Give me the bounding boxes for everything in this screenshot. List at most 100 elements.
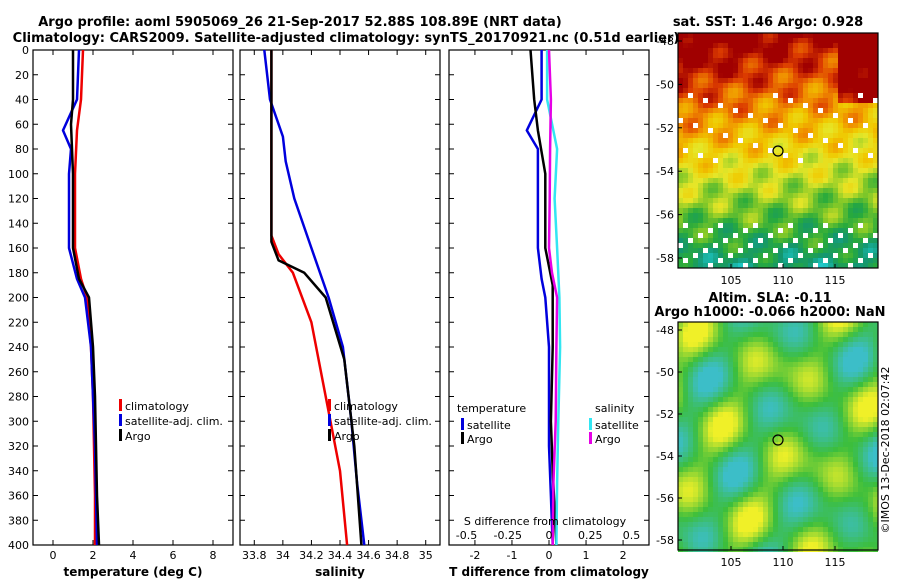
sst-cell	[693, 168, 698, 173]
sla-cell	[703, 492, 708, 497]
sst-cell	[873, 73, 878, 78]
sst-cell	[763, 193, 768, 198]
sst-cell	[773, 78, 778, 83]
sla-cell	[873, 447, 878, 452]
sla-cell	[843, 347, 848, 352]
sst-cell	[713, 138, 718, 143]
sla-cell	[698, 342, 703, 347]
sla-cell	[718, 357, 723, 362]
sst-cell	[678, 53, 683, 58]
sst-cell	[833, 253, 838, 258]
sla-cell	[838, 442, 843, 447]
sst-cell	[683, 163, 688, 168]
sst-cell	[783, 188, 788, 193]
sst-cell	[863, 263, 868, 268]
sla-cell	[678, 392, 683, 397]
sla-cell	[863, 427, 868, 432]
sla-cell	[698, 357, 703, 362]
sla-cell	[698, 362, 703, 367]
sst-cell	[678, 233, 683, 238]
sst-cell	[683, 58, 688, 63]
sst-cell	[733, 243, 738, 248]
sst-cell	[828, 153, 833, 158]
sla-cell	[743, 512, 748, 517]
sst-cell	[863, 133, 868, 138]
sst-cell	[828, 128, 833, 133]
sla-cell	[848, 462, 853, 467]
sst-cell	[833, 73, 838, 78]
sst-cell	[818, 208, 823, 213]
sst-cell	[718, 93, 723, 98]
sst-cell	[703, 148, 708, 153]
sla-cell	[743, 427, 748, 432]
sla-cell	[863, 377, 868, 382]
sla-cell	[768, 332, 773, 337]
sla-cell	[793, 502, 798, 507]
sst-cell	[798, 108, 803, 113]
sst-cell	[773, 208, 778, 213]
sst-cell	[678, 248, 683, 253]
sst-cell	[833, 158, 838, 163]
sla-cell	[698, 517, 703, 522]
sst-cell	[843, 73, 848, 78]
sla-cell	[828, 507, 833, 512]
sst-cell	[803, 188, 808, 193]
sla-cell	[838, 327, 843, 332]
sst-cell	[788, 198, 793, 203]
sla-cell	[733, 442, 738, 447]
sst-cell	[843, 153, 848, 158]
sst-cell	[798, 128, 803, 133]
sla-cell	[738, 432, 743, 437]
sla-cell	[843, 412, 848, 417]
sla-cell	[708, 407, 713, 412]
sst-cell	[783, 158, 788, 163]
sla-cell	[733, 472, 738, 477]
sst-cell	[818, 183, 823, 188]
sla-cell	[813, 352, 818, 357]
sst-cell	[718, 98, 723, 103]
sst-cell	[708, 113, 713, 118]
sst-cell	[868, 128, 873, 133]
sla-cell	[758, 352, 763, 357]
sst-cell	[748, 108, 753, 113]
sla-cell	[728, 432, 733, 437]
sst-cell	[773, 173, 778, 178]
sst-cell	[873, 138, 878, 143]
sla-cell	[838, 487, 843, 492]
sla-cell	[688, 337, 693, 342]
sla-cell	[783, 377, 788, 382]
sst-cell	[868, 243, 873, 248]
sst-cell	[833, 173, 838, 178]
sst-cell	[823, 233, 828, 238]
sla-cell	[733, 457, 738, 462]
sla-cell	[718, 337, 723, 342]
sla-cell	[713, 532, 718, 537]
sst-cell	[728, 38, 733, 43]
sst-cell	[698, 53, 703, 58]
sst-cell	[863, 108, 868, 113]
sla-cell	[743, 402, 748, 407]
x-tick-label: 34.2	[299, 549, 324, 562]
sst-cell	[698, 58, 703, 63]
sst-cell	[728, 88, 733, 93]
series-line	[525, 50, 554, 546]
sla-cell	[788, 352, 793, 357]
sst-cell	[773, 58, 778, 63]
sla-cell	[713, 352, 718, 357]
sla-cell	[848, 397, 853, 402]
sla-cell	[783, 512, 788, 517]
sla-cell	[708, 527, 713, 532]
sst-cell	[763, 118, 768, 123]
sla-cell	[758, 362, 763, 367]
sst-cell	[808, 258, 813, 263]
sla-cell	[718, 502, 723, 507]
sla-cell	[728, 362, 733, 367]
sst-cell	[723, 53, 728, 58]
sst-cell	[748, 58, 753, 63]
sst-cell	[778, 158, 783, 163]
sla-cell	[698, 367, 703, 372]
sla-cell	[718, 377, 723, 382]
y-tick-label: 80	[15, 143, 29, 156]
sla-cell	[723, 462, 728, 467]
sst-cell	[788, 68, 793, 73]
